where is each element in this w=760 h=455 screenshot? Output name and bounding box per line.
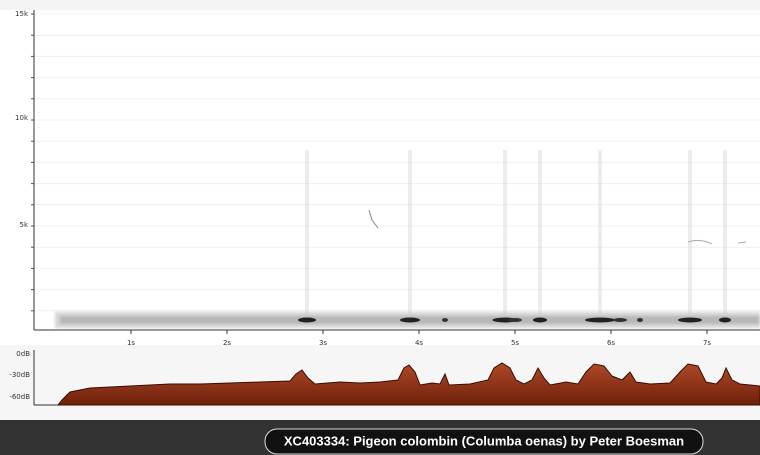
call-blob bbox=[508, 318, 522, 322]
call-blob bbox=[637, 318, 643, 322]
call-streak bbox=[598, 150, 602, 320]
amplitude-envelope bbox=[56, 362, 760, 406]
x-tick-label: 2s bbox=[223, 339, 231, 347]
x-ticks: 1s 2s 3s 4s 5s 6s 7s bbox=[127, 330, 711, 347]
call-blob bbox=[442, 318, 448, 322]
x-tick-label: 6s bbox=[607, 339, 615, 347]
call-streak bbox=[723, 150, 727, 320]
caption-pill bbox=[264, 428, 704, 455]
call-blob bbox=[585, 317, 615, 323]
top-strip bbox=[0, 0, 760, 10]
y-tick-label: 5k bbox=[19, 221, 28, 229]
call-streak bbox=[408, 150, 412, 320]
call-trace bbox=[687, 239, 747, 245]
y-tick-label: 15k bbox=[15, 10, 29, 18]
y-tick-label: 10k bbox=[15, 114, 29, 122]
call-blob bbox=[533, 317, 547, 323]
grid bbox=[31, 13, 760, 312]
call-blob bbox=[298, 317, 316, 323]
call-streak bbox=[538, 150, 542, 320]
x-tick-label: 4s bbox=[415, 339, 423, 347]
call-blob bbox=[678, 317, 702, 323]
call-streak bbox=[503, 150, 507, 320]
call-streak bbox=[688, 150, 692, 320]
call-blob bbox=[400, 317, 420, 323]
amp-tick-label: -60dB bbox=[9, 393, 30, 401]
amp-tick-label: 0dB bbox=[16, 350, 30, 358]
x-tick-label: 1s bbox=[127, 339, 135, 347]
call-blob bbox=[719, 317, 731, 323]
x-tick-label: 7s bbox=[703, 339, 711, 347]
spectrogram-calls bbox=[298, 150, 747, 323]
caption: XC403334: Pigeon colombin (Columba oenas… bbox=[284, 433, 684, 448]
call-trace bbox=[368, 209, 379, 229]
call-blob bbox=[613, 318, 627, 322]
x-tick-label: 3s bbox=[319, 339, 327, 347]
x-tick-label: 5s bbox=[511, 339, 519, 347]
amp-tick-label: -30dB bbox=[9, 371, 30, 379]
call-streak bbox=[305, 150, 309, 320]
